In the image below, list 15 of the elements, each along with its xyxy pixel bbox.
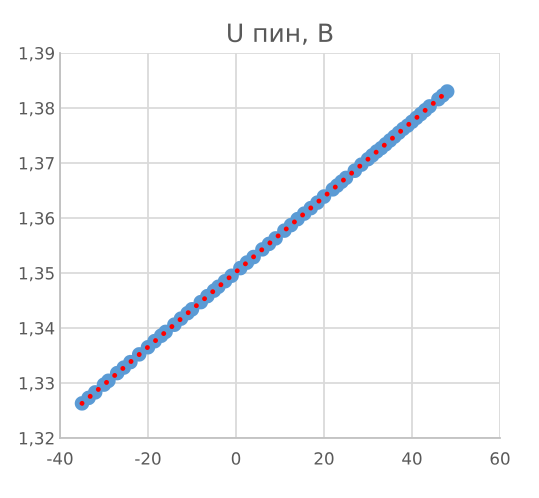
- y-tick-label: 1,38: [20, 102, 54, 116]
- x-tick-label: 40: [402, 452, 422, 465]
- chart-title: U пин, В: [228, 24, 332, 45]
- y-tick-label: 1,36: [20, 212, 54, 226]
- y-tick-label: 1,37: [20, 156, 54, 172]
- x-tick-label: -20: [135, 452, 161, 465]
- x-tick-label: -40: [47, 452, 73, 465]
- y-tick-label: 1,39: [20, 46, 54, 62]
- y-tick-label: 1,34: [20, 322, 54, 336]
- x-tick-label: 20: [314, 452, 334, 465]
- x-tick-label: 60: [490, 452, 510, 465]
- y-tick-label: 1,33: [20, 376, 54, 392]
- x-tick-label: 0: [232, 452, 240, 465]
- y-tick-label: 1,35: [20, 266, 54, 282]
- y-tick-label: 1,32: [20, 432, 54, 446]
